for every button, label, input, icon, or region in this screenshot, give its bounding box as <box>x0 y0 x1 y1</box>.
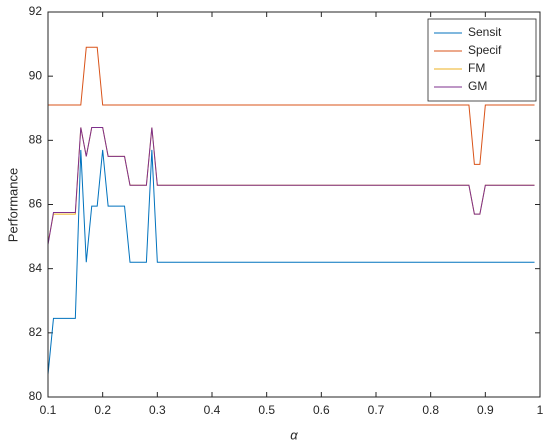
x-axis-label: α <box>290 427 298 442</box>
x-tick-label: 0.6 <box>313 403 330 417</box>
y-tick-label: 88 <box>29 133 43 147</box>
y-tick-label: 92 <box>29 4 43 18</box>
legend-label: GM <box>468 79 487 93</box>
y-tick-label: 84 <box>29 261 43 275</box>
x-tick-label: 0.1 <box>40 403 57 417</box>
data-line <box>47 127 535 245</box>
data-line <box>47 149 535 375</box>
y-tick-label: 86 <box>29 197 43 211</box>
y-tick-label: 90 <box>29 68 43 82</box>
plot-frame <box>47 11 541 398</box>
y-tick-label: 82 <box>29 325 43 339</box>
x-tick-label: 0.3 <box>149 403 166 417</box>
y-tick-label: 80 <box>29 389 43 403</box>
y-axis-label: Performance <box>5 168 20 242</box>
x-tick-label: 0.5 <box>258 403 275 417</box>
legend-label: Sensit <box>468 25 502 39</box>
x-tick-label: 0.4 <box>204 403 221 417</box>
data-line <box>48 46 535 165</box>
legend-label: FM <box>468 61 485 75</box>
x-tick-label: 0.2 <box>94 403 111 417</box>
x-tick-label: 1 <box>537 403 544 417</box>
x-tick-label: 0.7 <box>368 403 385 417</box>
x-tick-label: 0.8 <box>422 403 439 417</box>
legend-label: Specif <box>468 43 502 57</box>
x-tick-label: 0.9 <box>477 403 494 417</box>
